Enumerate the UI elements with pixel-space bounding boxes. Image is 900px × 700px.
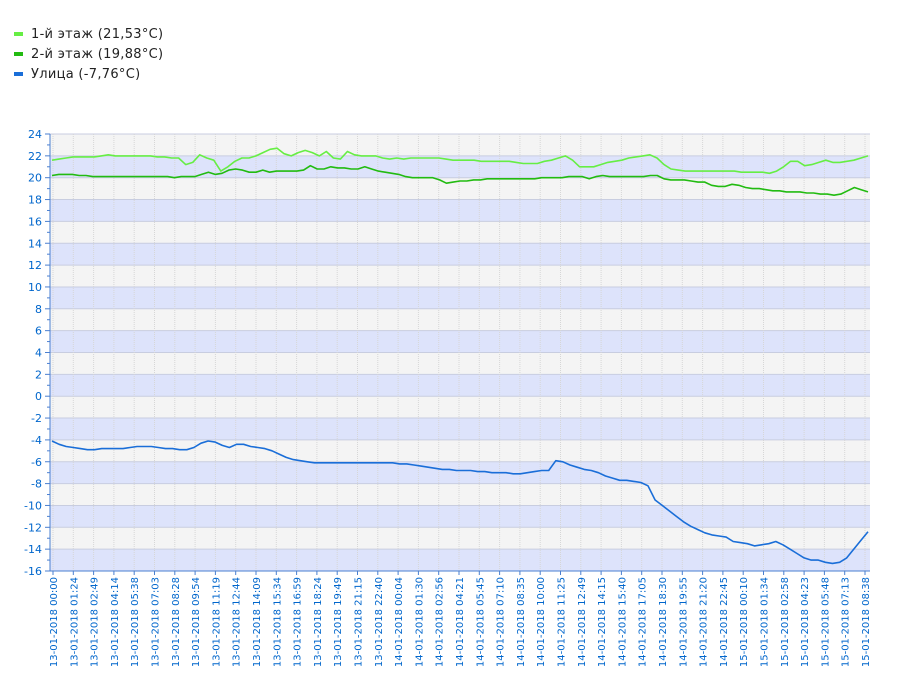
x-tick-label: 15-01-2018 02:58 xyxy=(780,577,791,667)
x-tick-label: 13-01-2018 08:28 xyxy=(171,577,182,667)
x-tick-label: 14-01-2018 00:04 xyxy=(394,577,405,667)
legend-label-floor1: 1-й этаж (21,53°C) xyxy=(31,26,164,42)
legend-label-street: Улица (-7,76°C) xyxy=(31,66,141,82)
legend-swatch-floor2 xyxy=(14,52,23,56)
x-tick-label: 14-01-2018 10:00 xyxy=(536,577,547,667)
x-tick-label: 13-01-2018 18:24 xyxy=(313,577,324,667)
y-tick-label: 6 xyxy=(35,325,42,338)
x-tick-label: 14-01-2018 18:30 xyxy=(658,577,669,667)
x-tick-label: 13-01-2018 09:54 xyxy=(191,577,202,667)
x-tick-label: 14-01-2018 21:20 xyxy=(699,577,710,667)
plot-band xyxy=(50,374,870,397)
x-tick-label: 13-01-2018 05:38 xyxy=(130,577,141,667)
series-line-1 xyxy=(51,147,869,175)
legend-swatch-street xyxy=(14,72,23,76)
x-tick-label: 15-01-2018 07:13 xyxy=(841,577,852,667)
plot-band xyxy=(50,221,870,244)
x-tick-label: 14-01-2018 04:21 xyxy=(455,577,466,667)
legend-swatch-floor1 xyxy=(14,32,23,36)
x-tick-label: 15-01-2018 01:34 xyxy=(760,577,771,667)
chart-legend: 1-й этаж (21,53°C) 2-й этаж (19,88°C) Ул… xyxy=(14,24,163,84)
y-tick-label: -8 xyxy=(31,478,42,491)
y-tick-label: 10 xyxy=(28,281,42,294)
plot-band xyxy=(50,199,870,222)
plot-band xyxy=(50,155,870,178)
legend-item-floor2: 2-й этаж (19,88°C) xyxy=(14,44,163,64)
y-tick-label: -10 xyxy=(24,499,42,512)
y-tick-label: 22 xyxy=(28,150,42,163)
x-tick-label: 15-01-2018 00:10 xyxy=(739,577,750,667)
y-tick-label: -2 xyxy=(31,412,42,425)
y-tick-label: 16 xyxy=(28,215,42,228)
y-tick-label: 8 xyxy=(35,303,42,316)
series-line-2 xyxy=(51,164,869,196)
legend-item-street: Улица (-7,76°C) xyxy=(14,64,163,84)
y-tick-label: 18 xyxy=(28,194,42,207)
plot-band xyxy=(50,134,870,156)
y-tick-label: 4 xyxy=(35,347,42,360)
x-tick-label: 13-01-2018 04:14 xyxy=(110,577,121,667)
y-tick-label: 24 xyxy=(28,128,42,141)
x-tick-label: 14-01-2018 19:55 xyxy=(678,577,689,667)
x-tick-label: 13-01-2018 01:24 xyxy=(69,577,80,667)
x-tick-label: 14-01-2018 01:30 xyxy=(414,577,425,667)
x-tick-label: 14-01-2018 02:56 xyxy=(435,577,446,667)
x-tick-label: 13-01-2018 07:03 xyxy=(151,577,162,667)
y-tick-label: 12 xyxy=(28,259,42,272)
plot-band xyxy=(50,286,870,309)
x-tick-label: 14-01-2018 08:35 xyxy=(516,577,527,667)
y-tick-label: -14 xyxy=(24,543,42,556)
x-tick-label: 15-01-2018 08:38 xyxy=(861,577,872,667)
x-tick-label: 13-01-2018 19:49 xyxy=(333,577,344,667)
x-tick-label: 14-01-2018 05:45 xyxy=(475,577,486,667)
y-tick-label: -6 xyxy=(31,456,42,469)
y-tick-label: 0 xyxy=(35,390,42,403)
y-tick-label: 2 xyxy=(35,368,42,381)
plot-band xyxy=(50,330,870,353)
y-tick-label: 14 xyxy=(28,237,42,250)
plot-band xyxy=(50,418,870,440)
plot-band xyxy=(50,308,870,331)
x-tick-label: 13-01-2018 22:40 xyxy=(374,577,385,667)
plot-band xyxy=(50,352,870,375)
x-tick-label: 13-01-2018 11:19 xyxy=(211,577,222,667)
plot-band xyxy=(50,549,870,571)
x-tick-label: 14-01-2018 07:10 xyxy=(496,577,507,667)
plot-band xyxy=(50,265,870,287)
series-line-3 xyxy=(51,440,869,565)
x-tick-label: 14-01-2018 14:15 xyxy=(597,577,608,667)
plot-band xyxy=(50,177,870,200)
y-tick-label: -16 xyxy=(24,565,42,578)
x-tick-label: 13-01-2018 16:59 xyxy=(293,577,304,667)
x-tick-label: 14-01-2018 15:40 xyxy=(617,577,628,667)
x-tick-label: 15-01-2018 04:23 xyxy=(800,577,811,667)
x-tick-label: 13-01-2018 15:34 xyxy=(272,577,283,667)
x-tick-label: 13-01-2018 00:00 xyxy=(49,577,60,667)
x-tick-label: 15-01-2018 05:48 xyxy=(820,577,831,667)
plot-band xyxy=(50,396,870,419)
plot-band xyxy=(50,439,870,462)
plot-band xyxy=(50,483,870,506)
plot-band xyxy=(50,461,870,484)
x-tick-label: 14-01-2018 11:25 xyxy=(557,577,568,667)
y-tick-label: -12 xyxy=(24,521,42,534)
x-tick-label: 13-01-2018 14:09 xyxy=(252,577,263,667)
y-tick-label: -4 xyxy=(31,434,42,447)
x-tick-label: 13-01-2018 12:44 xyxy=(232,577,243,667)
x-tick-label: 14-01-2018 17:05 xyxy=(638,577,649,667)
y-tick-label: 20 xyxy=(28,172,42,185)
x-tick-label: 14-01-2018 22:45 xyxy=(719,577,730,667)
plot-band xyxy=(50,505,870,528)
x-tick-label: 14-01-2018 12:49 xyxy=(577,577,588,667)
plot-band xyxy=(50,527,870,550)
legend-label-floor2: 2-й этаж (19,88°C) xyxy=(31,46,164,62)
legend-item-floor1: 1-й этаж (21,53°C) xyxy=(14,24,163,44)
x-tick-label: 13-01-2018 02:49 xyxy=(90,577,101,667)
plot-band xyxy=(50,243,870,266)
x-tick-label: 13-01-2018 21:15 xyxy=(354,577,365,667)
